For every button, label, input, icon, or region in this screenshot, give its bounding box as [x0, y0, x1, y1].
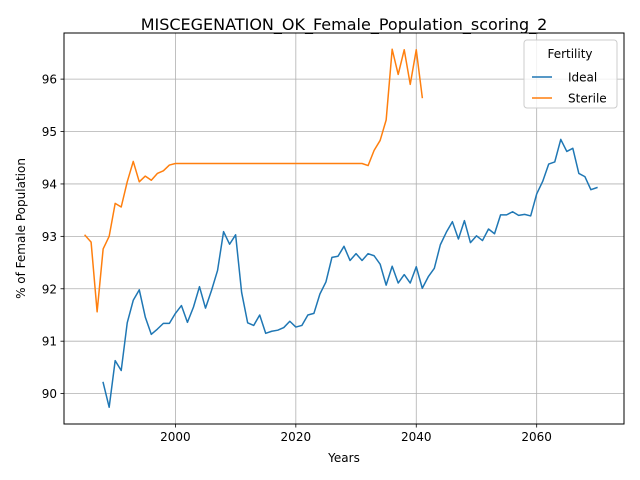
y-tick-label: 92	[42, 282, 57, 296]
legend-label-ideal: Ideal	[568, 71, 597, 85]
y-tick-label: 94	[42, 177, 57, 191]
series-line-sterile	[84, 48, 424, 313]
grid	[64, 33, 624, 424]
x-axis-label: Years	[327, 451, 360, 465]
x-tick-label: 2000	[160, 430, 191, 444]
legend-entries: Ideal Sterile	[532, 71, 607, 106]
plot-frame	[63, 32, 625, 425]
y-tick-label: 95	[42, 125, 57, 139]
series-layer	[84, 48, 598, 408]
series-line-ideal	[102, 138, 598, 408]
y-tick-label: 93	[42, 230, 57, 244]
y-tick-label: 90	[42, 387, 57, 401]
y-tick-label: 91	[42, 335, 57, 349]
x-tick-label: 2020	[281, 430, 312, 444]
chart-title: MISCEGENATION_OK_Female_Population_scori…	[141, 15, 548, 35]
x-tick-label: 2060	[521, 430, 552, 444]
legend-box	[523, 39, 618, 109]
x-tick-label: 2040	[401, 430, 432, 444]
y-tick-label: 96	[42, 73, 57, 87]
legend-label-sterile: Sterile	[568, 92, 607, 106]
y-axis-label: % of Female Population	[14, 158, 28, 299]
legend-title: Fertility	[547, 47, 592, 61]
axis-ticks: 2000 2020 2040 2060 90 91 92 93 94 95 96	[42, 73, 552, 444]
legend: Fertility Ideal Sterile	[523, 39, 618, 109]
